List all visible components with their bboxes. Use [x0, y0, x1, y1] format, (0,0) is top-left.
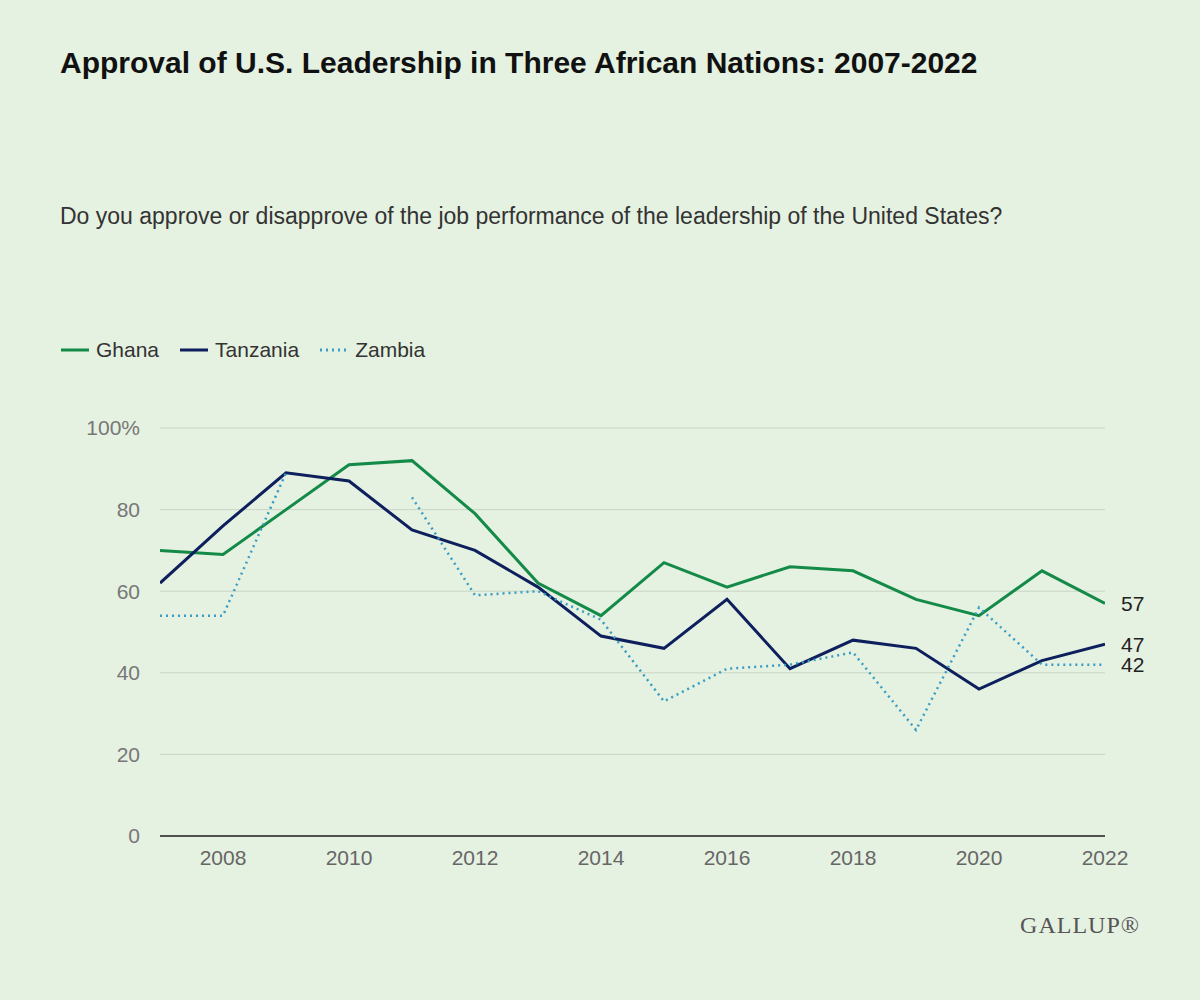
html-text:Approval of U.S. Leadership in: Approval of U.S. Leadership in Three Afr… — [60, 46, 978, 79]
svg-text:2010: 2010 — [326, 846, 373, 869]
html-text:GALLUP®: GALLUP® — [1020, 912, 1140, 938]
html-text:Zambia: Zambia — [355, 338, 426, 361]
svg-text:2014: 2014 — [578, 846, 625, 869]
svg-text:47: 47 — [1121, 632, 1145, 656]
svg-text:57: 57 — [1121, 592, 1144, 615]
svg-text:20: 20 — [117, 743, 140, 766]
svg-text:2016: 2016 — [704, 846, 751, 869]
svg-text:2020: 2020 — [956, 846, 1003, 869]
html-text:Ghana: Ghana — [96, 338, 160, 361]
svg-text:60: 60 — [117, 580, 140, 603]
svg-text:42: 42 — [1121, 653, 1144, 676]
svg-text:2012: 2012 — [452, 846, 499, 869]
svg-text:2008: 2008 — [200, 846, 247, 869]
svg-text:100%: 100% — [86, 416, 140, 439]
svg-text:2022: 2022 — [1082, 846, 1129, 869]
svg-text:0: 0 — [128, 824, 140, 847]
svg-text:40: 40 — [117, 661, 140, 684]
html-text:Do you approve or disapprove o: Do you approve or disapprove of the job … — [60, 203, 1003, 229]
svg-text:80: 80 — [117, 498, 140, 521]
svg-text:2018: 2018 — [830, 846, 877, 869]
html-text:Tanzania: Tanzania — [215, 338, 300, 361]
